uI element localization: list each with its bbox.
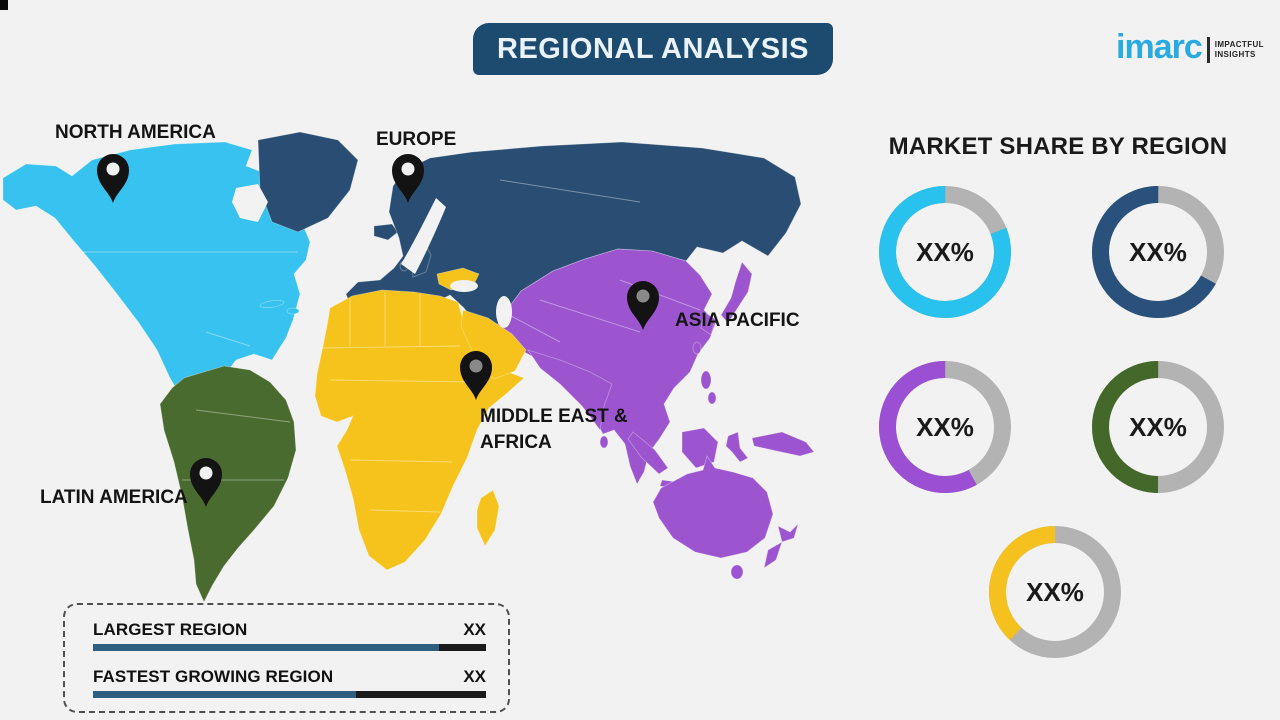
donut-chart-middle-east-africa: XX% [1088, 357, 1228, 497]
legend-bar-fill [93, 644, 439, 651]
donut-svg [879, 361, 1011, 493]
donut-chart-latin-america: XX% [985, 522, 1125, 662]
map-label-north-america: NORTH AMERICA [55, 122, 216, 143]
map-label-latin-america: LATIN AMERICA [40, 487, 188, 508]
donut-center-label: XX% [916, 236, 974, 267]
donut-chart-asia-pacific: XX% [875, 357, 1015, 497]
donut-svg [1092, 186, 1224, 318]
logo-tagline-line1: IMPACTFUL [1214, 40, 1264, 49]
page-title-banner: REGIONAL ANALYSIS [473, 23, 833, 75]
page-title: REGIONAL ANALYSIS [497, 32, 809, 65]
donut-svg [989, 526, 1121, 658]
map-label-europe: EUROPE [376, 129, 457, 150]
donut-svg [879, 186, 1011, 318]
donut-svg [1092, 361, 1224, 493]
legend-value-largest: XX [463, 620, 486, 639]
donut-center-label: XX% [916, 411, 974, 442]
legend-value-fastest: XX [463, 667, 486, 686]
map-label-mea-line1: MIDDLE EAST & [480, 406, 628, 427]
legend-bar-largest [93, 644, 486, 651]
map-region-asia-pacific [491, 248, 815, 580]
region-legend-box: LARGEST REGION XX FASTEST GROWING REGION… [63, 603, 510, 713]
legend-label-fastest: FASTEST GROWING REGION [93, 667, 334, 686]
legend-bar-track [438, 644, 486, 651]
legend-row-largest: LARGEST REGION XX [93, 620, 486, 651]
map-label-asia-pacific: ASIA PACIFIC [675, 310, 800, 331]
imarc-logo-wordmark: imarc [1116, 28, 1203, 66]
donut-chart-north-america: XX% [875, 182, 1015, 322]
map-pin-asia-pacific [621, 274, 665, 332]
legend-label-largest: LARGEST REGION [93, 620, 248, 639]
map-pin-middle-east-africa [454, 344, 498, 402]
logo-divider [1206, 37, 1210, 63]
map-pin-north-america [91, 147, 135, 205]
screen-corner-artifact [0, 0, 8, 10]
legend-bar-fastest [93, 691, 486, 698]
country-borders [80, 179, 701, 513]
map-region-north-america [2, 141, 311, 463]
donut-center-label: XX% [1129, 411, 1187, 442]
map-region-latin-america [159, 365, 297, 603]
donut-center-label: XX% [1026, 576, 1084, 607]
map-label-middle-east-africa: MIDDLE EAST & AFRICA [480, 404, 650, 456]
legend-bar-fill [93, 691, 357, 698]
donut-chart-europe: XX% [1088, 182, 1228, 322]
donut-center-label: XX% [1129, 236, 1187, 267]
imarc-logo: imarc IMPACTFUL INSIGHTS [1116, 20, 1272, 74]
market-share-title: MARKET SHARE BY REGION [888, 133, 1228, 160]
legend-row-fastest: FASTEST GROWING REGION XX [93, 667, 486, 698]
map-pin-latin-america [184, 451, 228, 509]
map-pin-europe [386, 147, 430, 205]
legend-bar-track [356, 691, 486, 698]
logo-tagline-line2: INSIGHTS [1214, 50, 1256, 59]
ocean-cutouts [232, 184, 512, 328]
logo-tagline: IMPACTFUL INSIGHTS [1215, 40, 1264, 60]
map-label-mea-line2: AFRICA [480, 432, 552, 453]
